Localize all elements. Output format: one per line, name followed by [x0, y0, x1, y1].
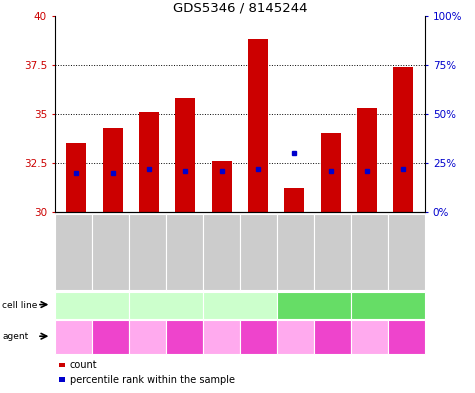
Bar	[175, 98, 195, 212]
Bar	[321, 133, 341, 212]
Title: GDS5346 / 8145244: GDS5346 / 8145244	[172, 2, 307, 15]
Text: GSM1234979: GSM1234979	[402, 226, 411, 278]
Text: GSM1234973: GSM1234973	[180, 226, 189, 278]
Text: inactive
JQ1: inactive JQ1	[393, 331, 420, 343]
Text: D283: D283	[227, 300, 253, 310]
Text: MB004: MB004	[149, 300, 182, 310]
Bar	[103, 127, 123, 212]
Bar	[393, 67, 413, 212]
Text: GSM1234972: GSM1234972	[143, 227, 152, 277]
Text: active
JQ1: active JQ1	[211, 331, 231, 343]
Text: GSM1234971: GSM1234971	[106, 227, 114, 277]
Text: GSM1234978: GSM1234978	[365, 227, 374, 277]
Text: cell line: cell line	[2, 301, 38, 310]
Text: GSM1234970: GSM1234970	[69, 226, 77, 278]
Text: inactive
JQ1: inactive JQ1	[319, 331, 346, 343]
Text: GSM1234976: GSM1234976	[291, 226, 300, 278]
Text: D458: D458	[301, 300, 327, 310]
Bar	[357, 108, 377, 212]
Text: GSM1234977: GSM1234977	[328, 226, 337, 278]
Text: MB002: MB002	[75, 300, 109, 310]
Bar	[212, 161, 232, 212]
Bar	[285, 188, 304, 212]
Text: active
JQ1: active JQ1	[360, 331, 380, 343]
Bar	[248, 39, 268, 212]
Text: inactive
JQ1: inactive JQ1	[171, 331, 198, 343]
Text: agent: agent	[2, 332, 28, 342]
Text: GSM1234975: GSM1234975	[254, 226, 263, 278]
Text: active
JQ1: active JQ1	[63, 331, 83, 343]
Bar	[66, 143, 86, 212]
Text: count: count	[70, 360, 97, 370]
Text: D556: D556	[375, 300, 401, 310]
Bar	[139, 112, 159, 212]
Text: active
JQ1: active JQ1	[285, 331, 305, 343]
Text: GSM1234974: GSM1234974	[217, 226, 226, 278]
Text: inactive
JQ1: inactive JQ1	[97, 331, 124, 343]
Text: percentile rank within the sample: percentile rank within the sample	[70, 375, 235, 385]
Text: active
JQ1: active JQ1	[137, 331, 157, 343]
Text: inactive
JQ1: inactive JQ1	[245, 331, 272, 343]
